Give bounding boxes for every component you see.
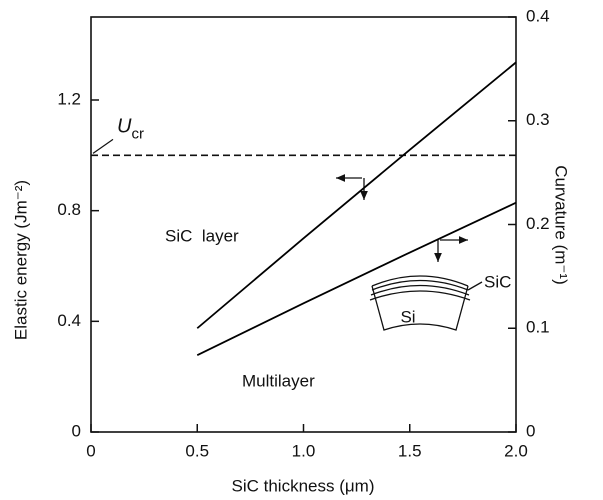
x-tick-label: 0 (86, 441, 95, 460)
reference-label-main: U (117, 116, 132, 138)
y2-tick-label: 0.3 (526, 110, 550, 129)
x-tick-label: 2.0 (504, 441, 528, 460)
reference-leader (92, 138, 114, 154)
line-series (196, 201, 517, 357)
inset-label: Si (400, 307, 415, 326)
line-series (196, 61, 517, 329)
x-tick-label: 0.5 (185, 441, 209, 460)
reference-label-sub: cr (131, 125, 144, 142)
reference-label: Ucr (117, 116, 144, 143)
series-label: Multilayer (242, 371, 315, 390)
y2-tick-label: 0.4 (526, 6, 550, 25)
inset-drawing (369, 275, 483, 331)
inset-label: SiC (484, 272, 511, 291)
axis-arrows (336, 174, 468, 262)
y-tick-label: 1.2 (57, 89, 81, 108)
series-label: SiC layer (165, 226, 239, 245)
x-axis-label: SiC thickness (μm) (232, 476, 375, 495)
y2-tick-label: 0.2 (526, 214, 550, 233)
y2-axis-label: Curvature (m⁻¹) (552, 165, 571, 284)
y-tick-label: 0 (72, 421, 81, 440)
plot-frame (90, 16, 517, 433)
x-tick-label: 1.0 (292, 441, 316, 460)
y-tick-label: 0.8 (57, 200, 81, 219)
x-tick-label: 1.5 (398, 441, 422, 460)
y2-tick-label: 0 (526, 421, 535, 440)
y-axis-label: Elastic energy (Jm⁻²) (11, 180, 30, 340)
y2-tick-label: 0.1 (526, 318, 550, 337)
y-tick-label: 0.4 (57, 311, 81, 330)
